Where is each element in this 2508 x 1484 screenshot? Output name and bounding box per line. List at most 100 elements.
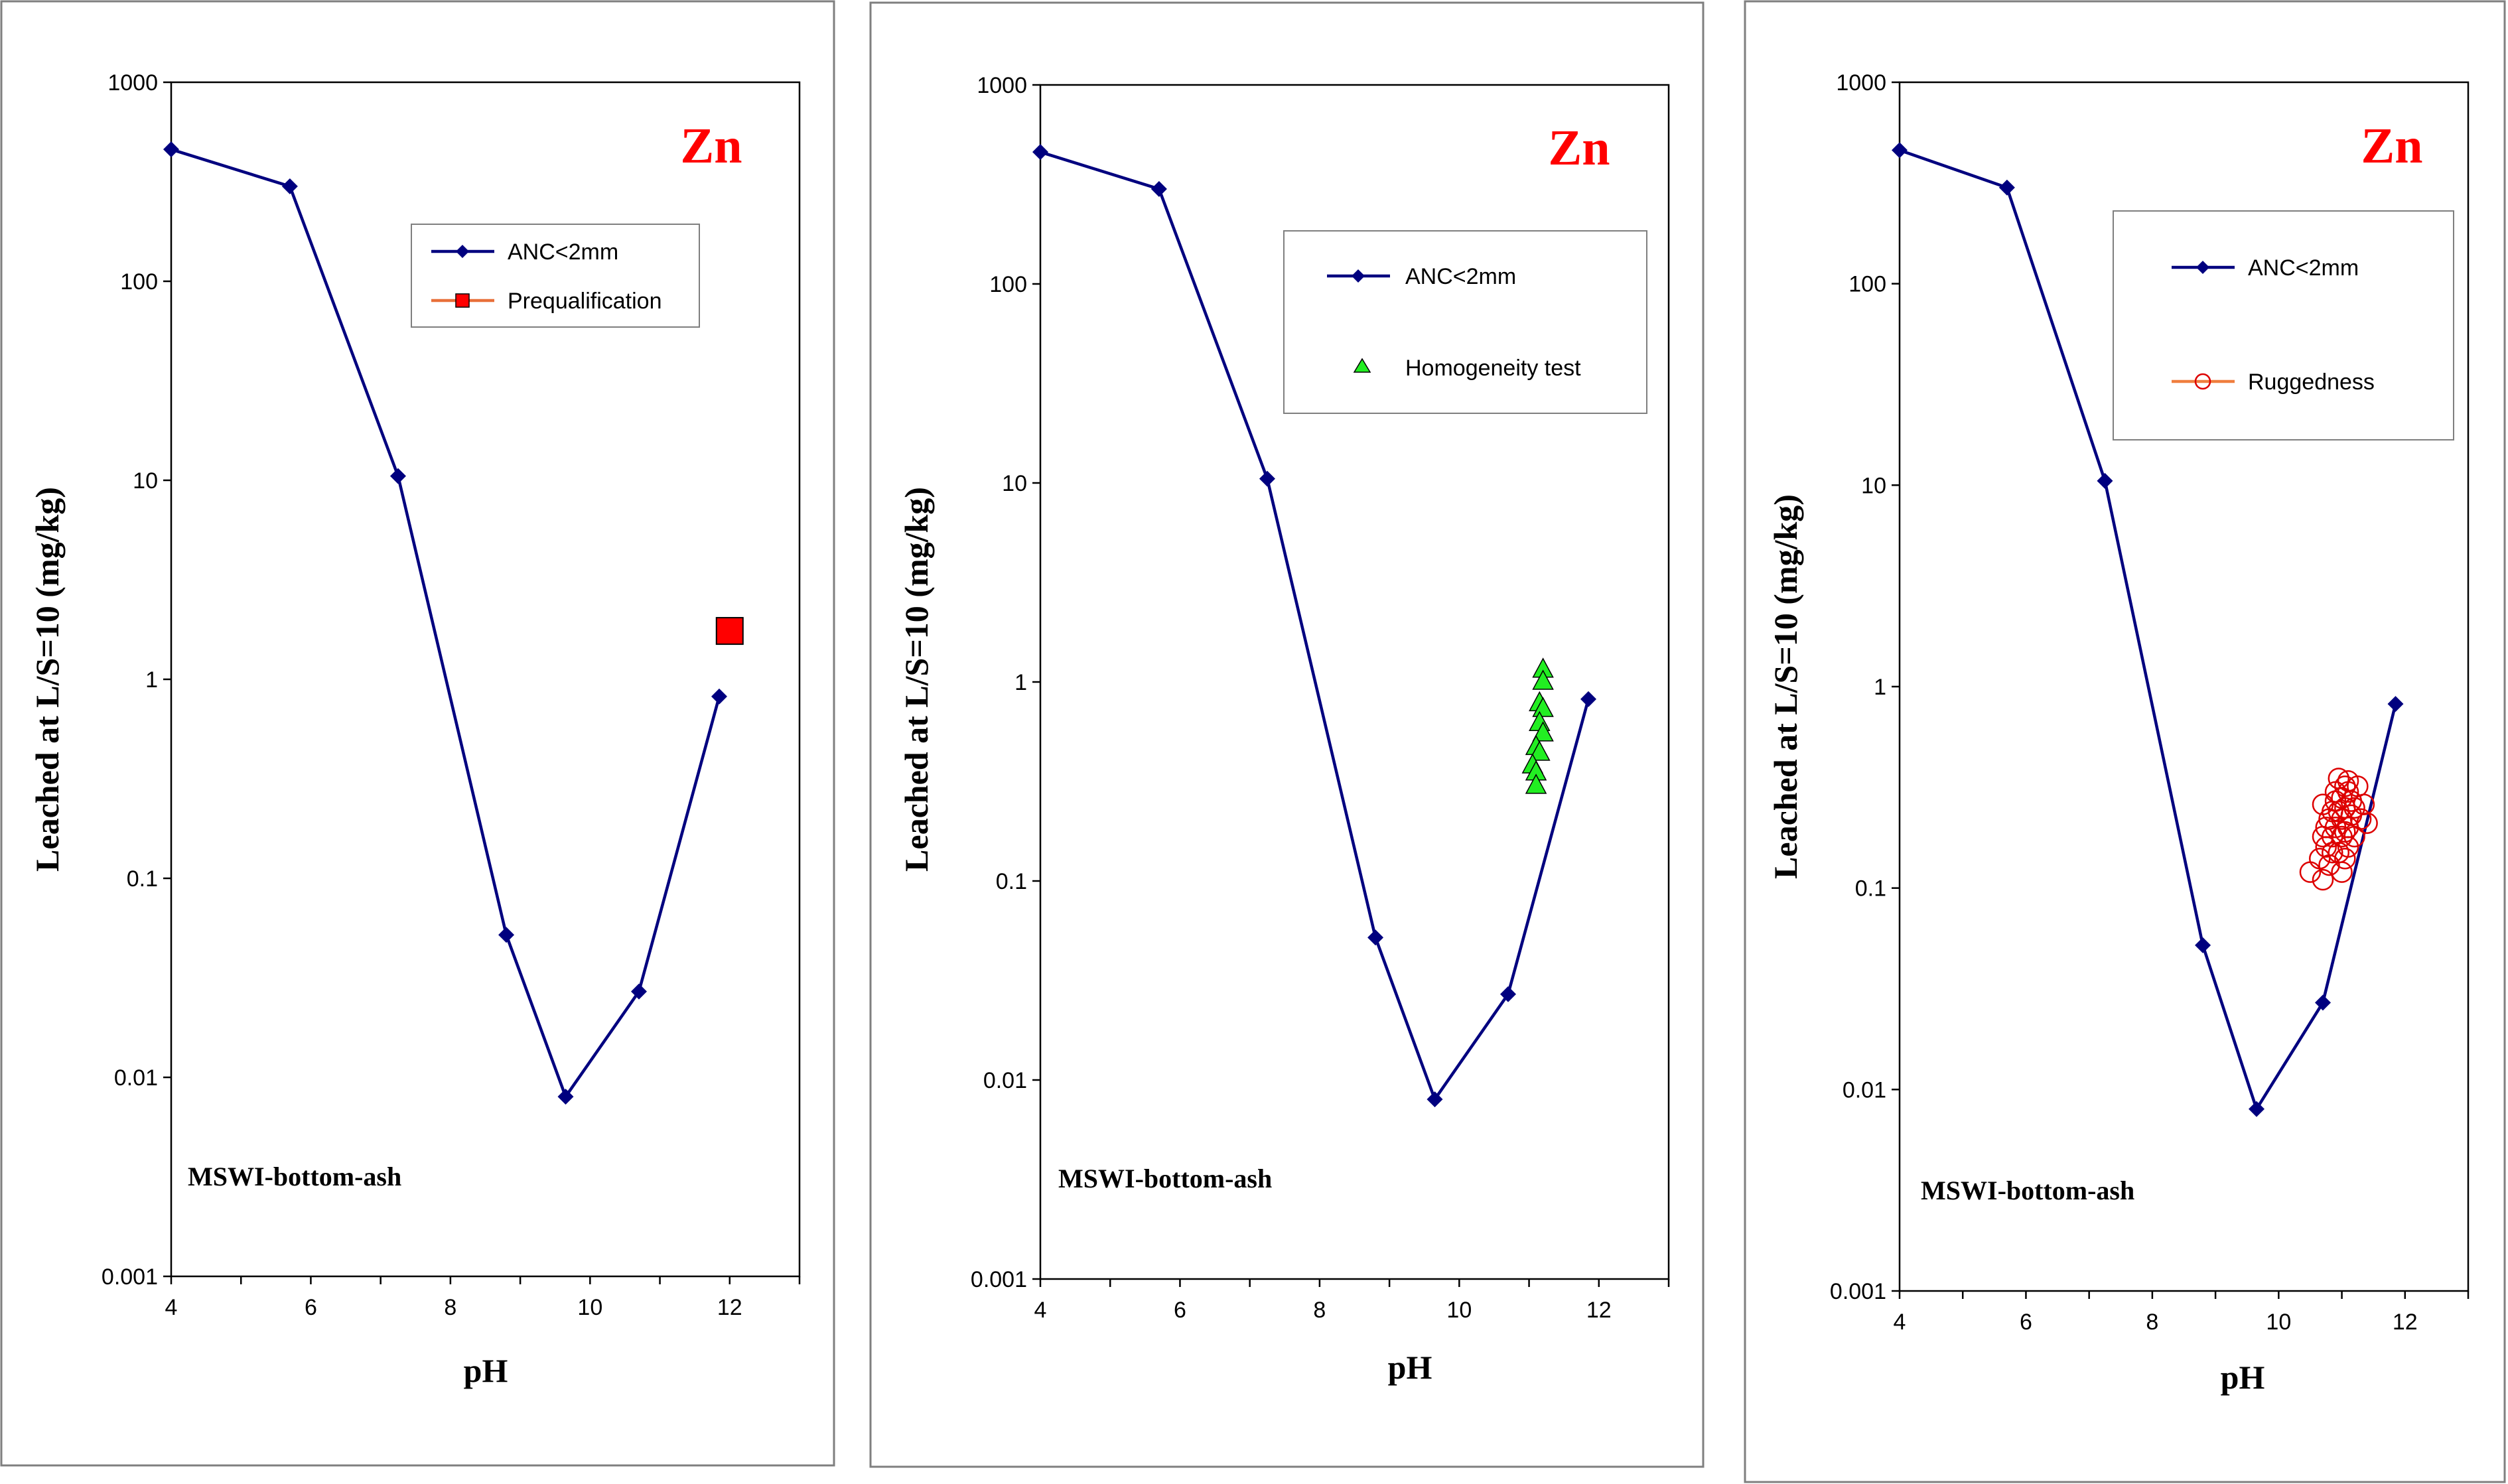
x-tick-label: 12 xyxy=(1586,1298,1612,1323)
data-point-anc xyxy=(498,927,515,943)
data-point-ruggedness xyxy=(2337,836,2359,858)
legend-label-anc: ANC<2mm xyxy=(1405,264,1516,289)
data-point-ruggedness xyxy=(2343,797,2365,819)
data-point-anc xyxy=(1499,986,1516,1002)
y-tick-label: 0.001 xyxy=(1830,1279,1886,1304)
sample-note: MSWI-bottom-ash xyxy=(1921,1176,2134,1205)
data-point-homogeneity xyxy=(1525,774,1547,794)
data-point-anc xyxy=(2195,937,2211,953)
x-axis-ticks: 4 6 8 10 12 xyxy=(165,1276,801,1320)
y-tick-label: 0.001 xyxy=(102,1264,158,1290)
series-layer xyxy=(1032,144,1596,1108)
y-tick-label: 100 xyxy=(989,272,1027,297)
legend-box xyxy=(1283,230,1647,414)
legend-box xyxy=(2113,210,2454,440)
y-tick-label: 0.01 xyxy=(1843,1077,1886,1103)
data-point-homogeneity xyxy=(1532,669,1554,690)
element-label: Zn xyxy=(681,118,742,174)
y-axis-label: Leached at L/S=10 (mg/kg) xyxy=(898,487,935,872)
x-tick-label: 6 xyxy=(305,1295,317,1320)
element-label: Zn xyxy=(1549,120,1610,176)
legend-marker-diamond xyxy=(456,245,469,258)
y-tick-label: 1 xyxy=(145,667,158,693)
x-axis-ticks: 4 6 8 10 12 xyxy=(1894,1291,2470,1335)
y-tick-label: 1000 xyxy=(107,70,158,96)
x-axis-label: pH xyxy=(2221,1359,2265,1396)
y-tick-label: 0.1 xyxy=(1855,876,1886,902)
x-tick-label: 12 xyxy=(2393,1310,2418,1335)
sample-note: MSWI-bottom-ash xyxy=(188,1162,401,1191)
data-point-anc xyxy=(1150,180,1167,197)
data-point-ruggedness xyxy=(2322,825,2343,848)
y-axis-label: Leached at L/S=10 (mg/kg) xyxy=(29,487,66,872)
legend-marker-diamond xyxy=(1352,269,1365,283)
data-point-homogeneity xyxy=(1532,721,1554,742)
series-layer xyxy=(1892,142,2404,1117)
data-point-ruggedness xyxy=(2356,812,2378,835)
x-tick-label: 8 xyxy=(2146,1310,2158,1335)
x-tick-label: 6 xyxy=(1174,1298,1186,1323)
legend-box xyxy=(411,224,700,328)
y-tick-label: 10 xyxy=(1861,473,1886,498)
data-point-anc xyxy=(2387,696,2404,712)
legend-label-anc: ANC<2mm xyxy=(508,239,618,265)
data-point-anc xyxy=(1892,142,1908,159)
data-point-ruggedness xyxy=(2328,800,2350,823)
data-point-ruggedness xyxy=(2322,841,2343,864)
y-tick-label: 100 xyxy=(120,269,158,295)
data-point-ruggedness xyxy=(2334,848,2356,870)
legend-marker-diamond xyxy=(2196,261,2209,274)
legend-label-anc: ANC<2mm xyxy=(2248,255,2359,281)
legend: ANC<2mm Prequalification xyxy=(411,224,700,328)
data-point-anc xyxy=(2314,994,2331,1011)
data-point-homogeneity xyxy=(1529,740,1551,761)
y-tick-label: 0.01 xyxy=(983,1068,1027,1093)
x-tick-label: 10 xyxy=(2266,1310,2291,1335)
data-point-ruggedness xyxy=(2312,825,2334,848)
data-point-ruggedness xyxy=(2315,836,2337,858)
data-point-ruggedness xyxy=(2331,861,2353,883)
x-tick-label: 4 xyxy=(1034,1298,1047,1323)
data-point-anc xyxy=(711,688,727,705)
x-axis-label: pH xyxy=(1388,1349,1432,1386)
chart-panel-prequalification: 1000 100 10 1 0.1 0.01 0.001 4 6 8 10 12 Zn MSWI-b… xyxy=(0,0,835,1467)
x-tick-label: 4 xyxy=(165,1295,178,1320)
data-point-anc xyxy=(2249,1101,2265,1117)
data-point-anc xyxy=(389,468,406,484)
data-point-anc xyxy=(281,178,298,194)
chart-panel-ruggedness: 1000 100 10 1 0.1 0.01 0.001 4 6 8 10 12 Zn MSWI-b… xyxy=(1744,0,2506,1483)
x-tick-label: 10 xyxy=(577,1295,602,1320)
x-tick-label: 6 xyxy=(2020,1310,2032,1335)
data-point-ruggedness xyxy=(2324,790,2347,812)
data-point-anc xyxy=(557,1089,574,1105)
y-tick-label: 1 xyxy=(1014,670,1027,695)
data-point-anc xyxy=(1580,691,1596,707)
x-tick-label: 10 xyxy=(1446,1298,1472,1323)
legend-marker-square xyxy=(455,293,470,308)
data-point-anc xyxy=(1427,1091,1443,1108)
y-tick-label: 1 xyxy=(1874,675,1886,700)
y-axis-ticks: 1000 100 10 1 0.1 0.01 0.001 xyxy=(102,70,171,1290)
y-tick-label: 10 xyxy=(1002,471,1027,496)
y-tick-label: 0.001 xyxy=(971,1267,1027,1292)
data-point-anc xyxy=(1259,470,1275,487)
data-point-ruggedness xyxy=(2334,821,2356,843)
data-point-prequalification xyxy=(715,617,744,645)
data-point-anc xyxy=(1998,179,2015,196)
legend-label-prequalification: Prequalification xyxy=(508,289,662,314)
y-tick-label: 1000 xyxy=(977,73,1027,98)
data-point-anc xyxy=(1367,929,1384,946)
data-point-homogeneity xyxy=(1532,697,1554,717)
legend: ANC<2mm Homogeneity test xyxy=(1283,230,1647,414)
sample-note: MSWI-bottom-ash xyxy=(1058,1164,1272,1193)
x-tick-label: 12 xyxy=(717,1295,742,1320)
element-label: Zn xyxy=(2361,118,2423,174)
y-tick-label: 100 xyxy=(1848,272,1886,297)
data-point-ruggedness xyxy=(2337,770,2359,792)
legend-marker-triangle xyxy=(1353,358,1371,373)
y-axis-ticks: 1000 100 10 1 0.1 0.01 0.001 xyxy=(1830,70,1900,1304)
y-tick-label: 0.1 xyxy=(127,866,158,892)
series-layer xyxy=(163,141,744,1105)
data-point-anc xyxy=(1032,144,1048,161)
